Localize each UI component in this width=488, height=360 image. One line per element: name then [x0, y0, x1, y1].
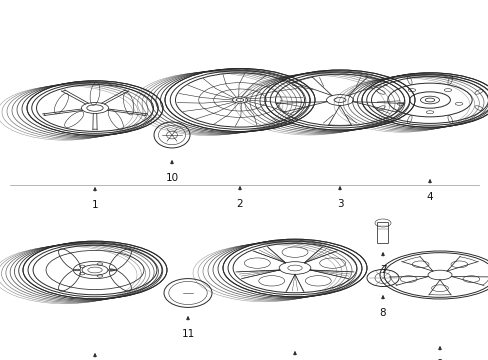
Text: 8: 8 — [379, 308, 386, 318]
Text: 3: 3 — [336, 199, 343, 209]
Text: 11: 11 — [181, 329, 194, 339]
Text: 4: 4 — [426, 192, 432, 202]
Text: 7: 7 — [379, 265, 386, 275]
Text: 10: 10 — [165, 173, 178, 183]
Text: 9: 9 — [436, 359, 443, 360]
Text: 1: 1 — [92, 200, 98, 210]
Text: 2: 2 — [236, 199, 243, 209]
